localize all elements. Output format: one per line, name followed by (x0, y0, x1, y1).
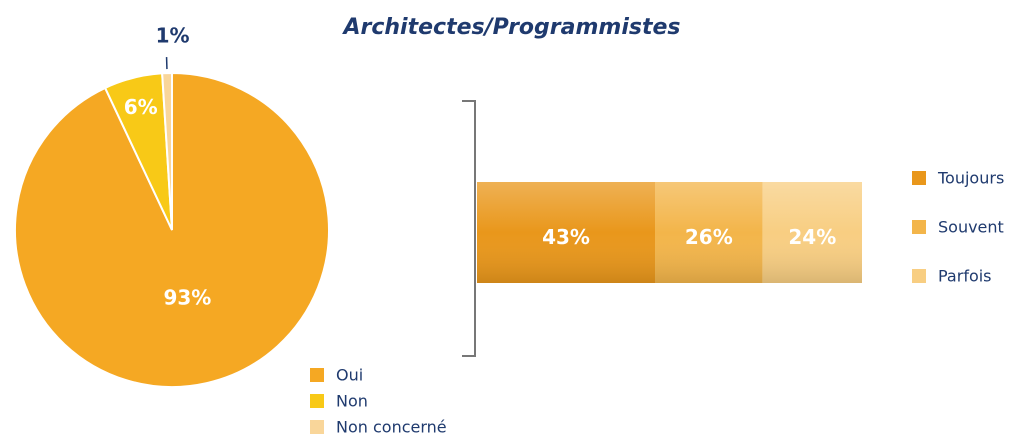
data-label: 26% (685, 225, 733, 249)
data-label: 24% (788, 225, 836, 249)
bar-shine (762, 182, 862, 283)
legend-swatch (912, 269, 926, 283)
data-label: 6% (124, 95, 158, 119)
data-label: 43% (542, 225, 590, 249)
legend-swatch (310, 394, 324, 408)
data-label: 1% (156, 24, 190, 48)
legend-label: Toujours (937, 169, 1004, 188)
legend-swatch (912, 171, 926, 185)
legend-swatch (310, 420, 324, 434)
legend-swatch (310, 368, 324, 382)
legend-label: Non (336, 392, 368, 411)
chart-title: Architectes/Programmistes (341, 15, 680, 40)
pie-slice (161, 71, 173, 231)
legend-label: Parfois (938, 267, 992, 286)
data-label: 93% (163, 285, 211, 309)
bar-shine (655, 182, 763, 283)
legend-swatch (912, 220, 926, 234)
legend-label: Oui (336, 366, 363, 385)
axis-bracket (462, 100, 476, 357)
legend-label: Souvent (938, 218, 1004, 237)
legend-label: Non concerné (336, 418, 447, 437)
bar-shine (477, 182, 656, 283)
